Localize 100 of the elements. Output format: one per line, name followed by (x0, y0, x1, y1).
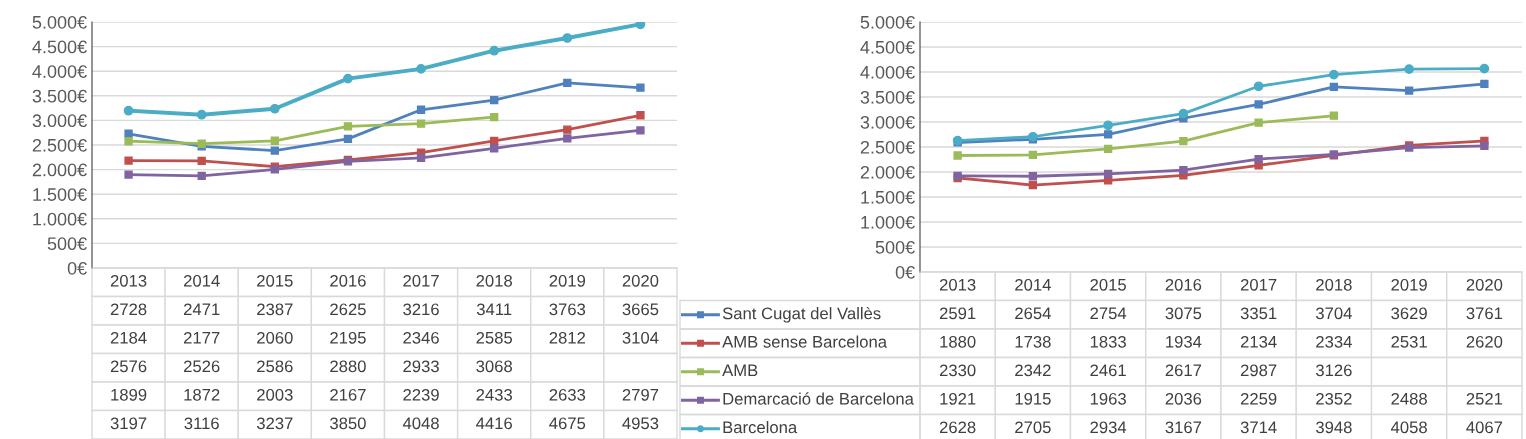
data-label: 1899 (111, 388, 147, 401)
x-tick-label: 2018 (1316, 278, 1352, 291)
data-label: 2461 (1090, 364, 1126, 377)
data-label: 2576 (110, 360, 147, 373)
data-label: 2488 (1391, 392, 1427, 405)
x-tick-label: 2017 (403, 274, 439, 287)
data-label: 1738 (1015, 335, 1051, 348)
data-label: 3411 (476, 303, 512, 316)
y-tick-label: 3.500€ (32, 89, 87, 103)
data-label: 3126 (1315, 364, 1352, 377)
data-label: 2654 (1015, 307, 1051, 320)
data-label: 2060 (257, 331, 293, 344)
legend-label: Demarcació de Barcelona (723, 392, 914, 405)
data-label: 2003 (257, 388, 293, 401)
y-tick-label: 3.000€ (860, 115, 915, 129)
data-label: 2239 (403, 388, 439, 401)
data-label: 2352 (1316, 392, 1352, 405)
data-label: 1915 (1015, 392, 1051, 405)
data-label: 3197 (110, 417, 147, 430)
data-label: 2334 (1316, 335, 1352, 348)
data-label: 4953 (622, 417, 659, 430)
data-label: 2167 (330, 388, 366, 401)
data-label: 2526 (183, 360, 220, 373)
data-label: 4048 (402, 417, 439, 430)
y-tick-label: 2.000€ (860, 165, 915, 179)
data-label: 3104 (622, 331, 659, 344)
y-tick-label: 2.500€ (32, 138, 87, 152)
data-label: 1934 (1166, 335, 1202, 348)
y-tick-label: 500€ (875, 240, 915, 254)
data-label: 1833 (1090, 335, 1126, 348)
data-label: 2705 (1015, 421, 1051, 434)
data-label: 2934 (1090, 421, 1127, 434)
data-label: 3714 (1240, 421, 1277, 434)
x-tick-label: 2019 (549, 274, 586, 287)
x-tick-label: 2015 (1090, 278, 1126, 291)
data-label: 2728 (110, 303, 147, 316)
data-label: 4675 (549, 417, 586, 430)
data-label: 2620 (1466, 335, 1503, 348)
legend-label: Barcelona (723, 420, 798, 434)
y-tick-label: 4.000€ (860, 65, 915, 79)
y-tick-label: 1.000€ (861, 215, 915, 229)
x-tick-label: 2017 (1240, 278, 1277, 291)
data-label: 2177 (183, 331, 220, 344)
x-tick-label: 2019 (1391, 278, 1427, 291)
data-label: 3948 (1315, 421, 1352, 434)
data-label: 3763 (549, 303, 586, 316)
y-tick-label: 3.000€ (32, 114, 87, 128)
data-label: 1880 (940, 335, 976, 348)
x-tick-label: 2014 (183, 274, 220, 287)
data-label: 3237 (256, 417, 293, 430)
legend-label: AMB sense Barcelona (722, 335, 888, 348)
y-tick-label: 3.500€ (860, 90, 915, 104)
y-tick-label: 1.500€ (861, 190, 915, 204)
data-label: 3665 (622, 303, 659, 316)
data-label: 2586 (257, 360, 293, 373)
data-label: 2987 (1240, 364, 1277, 377)
data-label: 2184 (110, 331, 147, 344)
data-label: 2628 (939, 421, 976, 434)
data-label: 2330 (939, 364, 976, 377)
data-label: 2259 (1240, 392, 1277, 405)
y-tick-label: 1.500€ (33, 188, 87, 201)
data-label: 3850 (330, 417, 366, 430)
y-tick-label: 1.000€ (33, 212, 87, 226)
data-label: 2387 (257, 303, 293, 316)
x-tick-label: 2016 (330, 274, 366, 287)
data-label: 2754 (1090, 307, 1127, 320)
data-label: 1963 (1090, 392, 1126, 405)
legend-label: AMB (722, 364, 758, 377)
y-tick-label: 4.500€ (32, 40, 87, 54)
data-label: 3761 (1466, 307, 1503, 320)
data-label: 3216 (403, 303, 439, 316)
data-label: 1872 (184, 388, 220, 401)
data-label: 3351 (1240, 307, 1277, 320)
y-tick-label: 5.000€ (860, 15, 915, 29)
y-tick-label: 2.500€ (860, 140, 915, 154)
data-label: 2036 (1165, 392, 1202, 405)
x-tick-label: 2018 (476, 274, 512, 287)
data-label: 2342 (1015, 364, 1051, 377)
y-tick-label: 2.000€ (32, 163, 87, 177)
data-label: 2880 (330, 360, 366, 373)
data-label: 3075 (1165, 307, 1202, 320)
data-label: 2521 (1466, 392, 1503, 405)
data-label: 2531 (1391, 335, 1427, 348)
x-tick-label: 2016 (1165, 278, 1202, 291)
data-label: 2134 (1240, 335, 1277, 348)
data-label: 2585 (476, 331, 513, 344)
legend-label: Sant Cugat del Vallès (722, 306, 881, 323)
data-label: 3116 (184, 417, 219, 430)
data-label: 3167 (1165, 421, 1202, 434)
x-tick-label: 2020 (1466, 278, 1503, 291)
data-label: 2797 (622, 388, 659, 401)
data-label: 4067 (1466, 421, 1503, 434)
data-label: 3704 (1315, 307, 1352, 320)
x-tick-label: 2013 (110, 274, 147, 287)
data-label: 1921 (940, 392, 976, 405)
data-label: 2591 (939, 307, 976, 320)
data-label: 2812 (549, 331, 586, 344)
data-label: 2346 (403, 331, 439, 344)
y-tick-label: 500€ (47, 237, 87, 251)
y-tick-label: 4.000€ (32, 65, 87, 78)
